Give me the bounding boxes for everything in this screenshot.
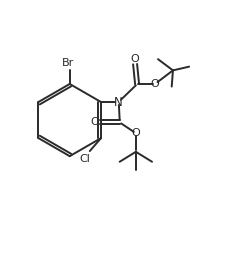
Text: O: O: [131, 54, 139, 64]
Text: O: O: [90, 117, 99, 127]
Text: Br: Br: [62, 58, 75, 68]
Text: Cl: Cl: [79, 154, 90, 164]
Text: N: N: [114, 96, 123, 109]
Text: O: O: [131, 128, 140, 138]
Text: O: O: [151, 79, 159, 89]
